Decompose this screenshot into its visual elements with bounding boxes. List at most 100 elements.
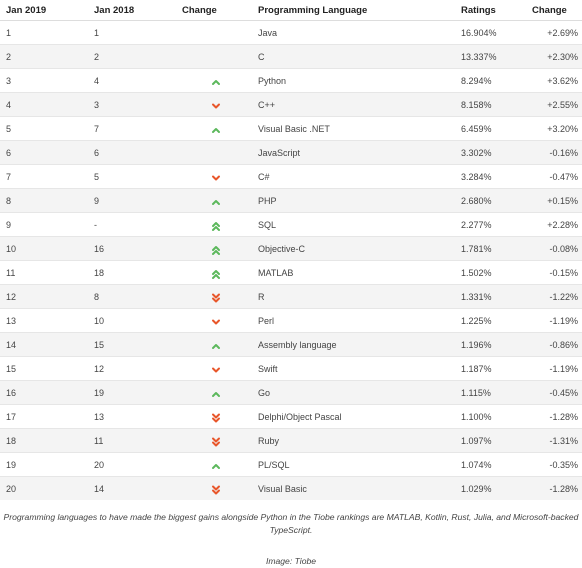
- trend-cell: [176, 332, 252, 357]
- rating-cell: 13.337%: [455, 44, 526, 69]
- rank-2019-cell: 10: [0, 236, 88, 261]
- tiobe-index-table: Jan 2019 Jan 2018 Change Programming Lan…: [0, 0, 582, 500]
- trend-cell: [176, 428, 252, 453]
- rating-cell: 2.277%: [455, 212, 526, 237]
- rank-2018-cell: 15: [88, 332, 176, 357]
- change-percent-cell: +2.69%: [526, 20, 582, 45]
- change-percent-cell: +2.55%: [526, 92, 582, 117]
- change-percent-cell: +2.30%: [526, 44, 582, 69]
- change-percent-cell: +2.28%: [526, 212, 582, 237]
- table-row: 11 18 MATLAB 1.502% -0.15%: [0, 260, 582, 285]
- double-chevron-down-icon: [211, 437, 221, 447]
- trend-cell: [176, 260, 252, 285]
- rank-2019-cell: 1: [0, 20, 88, 45]
- language-cell: C: [252, 44, 455, 69]
- rank-2019-cell: 12: [0, 284, 88, 309]
- change-percent-cell: -1.22%: [526, 284, 582, 309]
- trend-cell: [176, 140, 252, 165]
- table-row: 3 4 Python 8.294% +3.62%: [0, 68, 582, 93]
- change-percent-cell: -1.28%: [526, 404, 582, 429]
- language-cell: Go: [252, 380, 455, 405]
- rank-2019-cell: 15: [0, 356, 88, 381]
- change-percent-cell: -1.19%: [526, 308, 582, 333]
- trend-cell: [176, 476, 252, 500]
- change-percent-cell: -0.15%: [526, 260, 582, 285]
- table-row: 1 1 Java 16.904% +2.69%: [0, 20, 582, 45]
- rank-2019-cell: 17: [0, 404, 88, 429]
- image-credit: Image: Tiobe: [265, 556, 317, 566]
- table-row: 16 19 Go 1.115% -0.45%: [0, 380, 582, 405]
- trend-cell: [176, 404, 252, 429]
- change-percent-cell: -0.35%: [526, 452, 582, 477]
- header-ratings: Ratings: [455, 0, 526, 21]
- rank-2019-cell: 4: [0, 92, 88, 117]
- change-percent-cell: -0.47%: [526, 164, 582, 189]
- table-header-row: Jan 2019 Jan 2018 Change Programming Lan…: [0, 0, 582, 21]
- rating-cell: 8.294%: [455, 68, 526, 93]
- rank-2019-cell: 3: [0, 68, 88, 93]
- rank-2019-cell: 5: [0, 116, 88, 141]
- trend-cell: [176, 356, 252, 381]
- trend-cell: [176, 116, 252, 141]
- chevron-up-icon: [211, 341, 221, 350]
- table-row: 15 12 Swift 1.187% -1.19%: [0, 356, 582, 381]
- rank-2018-cell: 1: [88, 20, 176, 45]
- trend-cell: [176, 308, 252, 333]
- language-cell: Ruby: [252, 428, 455, 453]
- table-row: 4 3 C++ 8.158% +2.55%: [0, 92, 582, 117]
- rank-2018-cell: 19: [88, 380, 176, 405]
- header-jan-2019: Jan 2019: [0, 0, 88, 21]
- rating-cell: 1.115%: [455, 380, 526, 405]
- rank-2018-cell: 16: [88, 236, 176, 261]
- language-cell: MATLAB: [252, 260, 455, 285]
- rank-2018-cell: 11: [88, 428, 176, 453]
- rating-cell: 3.302%: [455, 140, 526, 165]
- table-row: 10 16 Objective-C 1.781% -0.08%: [0, 236, 582, 261]
- rank-2018-cell: 18: [88, 260, 176, 285]
- rank-2019-cell: 6: [0, 140, 88, 165]
- table-row: 20 14 Visual Basic 1.029% -1.28%: [0, 476, 582, 500]
- language-cell: JavaScript: [252, 140, 455, 165]
- rank-2019-cell: 16: [0, 380, 88, 405]
- trend-cell: [176, 44, 252, 69]
- rating-cell: 2.680%: [455, 188, 526, 213]
- change-percent-cell: -1.19%: [526, 356, 582, 381]
- rank-2019-cell: 8: [0, 188, 88, 213]
- language-cell: C#: [252, 164, 455, 189]
- header-programming-language: Programming Language: [252, 0, 455, 21]
- double-chevron-down-icon: [211, 485, 221, 495]
- table-row: 18 11 Ruby 1.097% -1.31%: [0, 428, 582, 453]
- language-cell: Objective-C: [252, 236, 455, 261]
- language-cell: Swift: [252, 356, 455, 381]
- language-cell: R: [252, 284, 455, 309]
- chevron-down-icon: [211, 173, 221, 182]
- change-percent-cell: -0.08%: [526, 236, 582, 261]
- language-cell: PHP: [252, 188, 455, 213]
- double-chevron-down-icon: [211, 413, 221, 423]
- rating-cell: 1.196%: [455, 332, 526, 357]
- change-percent-cell: -0.45%: [526, 380, 582, 405]
- language-cell: Python: [252, 68, 455, 93]
- rating-cell: 1.097%: [455, 428, 526, 453]
- language-cell: Perl: [252, 308, 455, 333]
- rank-2018-cell: 10: [88, 308, 176, 333]
- chevron-up-icon: [211, 125, 221, 134]
- table-row: 6 6 JavaScript 3.302% -0.16%: [0, 140, 582, 165]
- chevron-down-icon: [211, 101, 221, 110]
- rank-2019-cell: 11: [0, 260, 88, 285]
- chevron-up-icon: [211, 461, 221, 470]
- change-percent-cell: -1.31%: [526, 428, 582, 453]
- table-row: 12 8 R 1.331% -1.22%: [0, 284, 582, 309]
- table-row: 14 15 Assembly language 1.196% -0.86%: [0, 332, 582, 357]
- rating-cell: 1.781%: [455, 236, 526, 261]
- trend-cell: [176, 380, 252, 405]
- language-cell: PL/SQL: [252, 452, 455, 477]
- double-chevron-up-icon: [211, 221, 221, 231]
- chevron-up-icon: [211, 389, 221, 398]
- rank-2018-cell: 20: [88, 452, 176, 477]
- chevron-down-icon: [211, 317, 221, 326]
- trend-cell: [176, 68, 252, 93]
- rank-2018-cell: 12: [88, 356, 176, 381]
- figure-caption: Programming languages to have made the b…: [3, 512, 579, 535]
- chevron-down-icon: [211, 365, 221, 374]
